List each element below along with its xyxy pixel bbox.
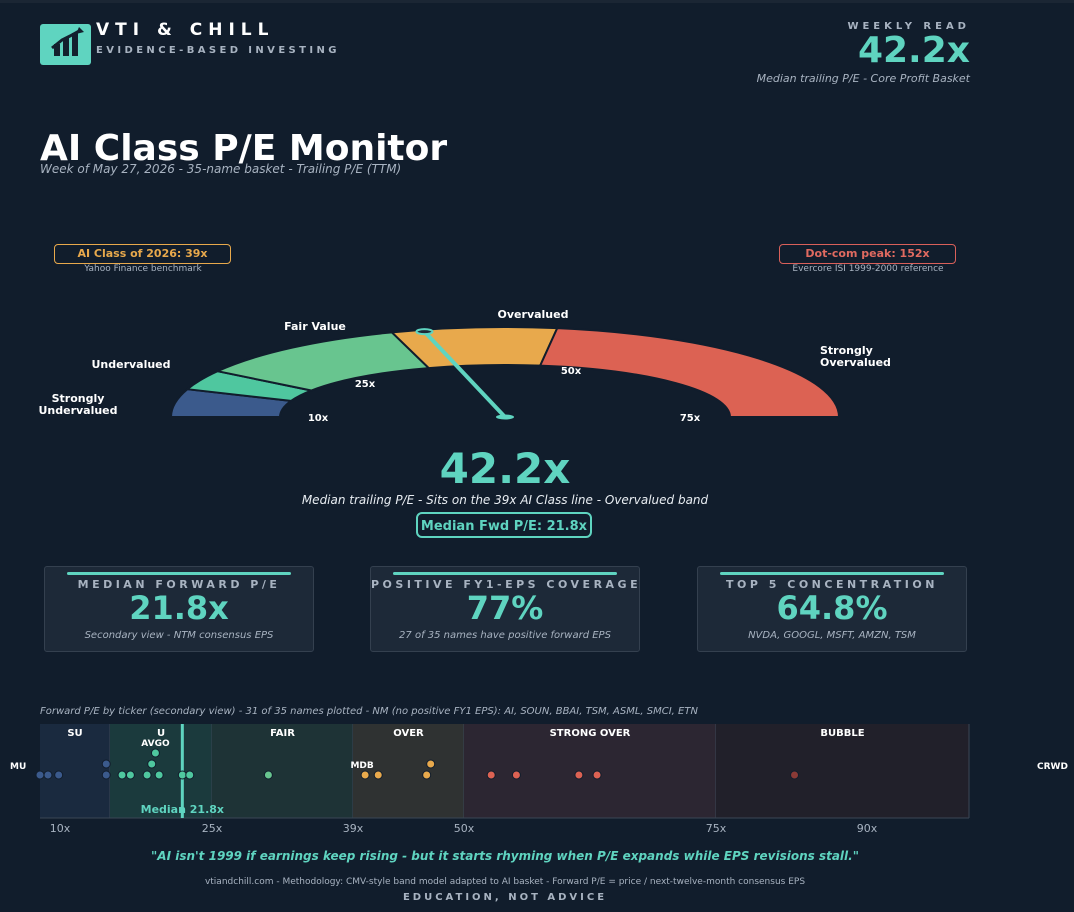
benchmark-ai-class-source: Yahoo Finance benchmark [84, 264, 202, 274]
strip-point [117, 770, 127, 780]
card-eps-coverage: POSITIVE FY1-EPS COVERAGE 77% 27 of 35 n… [370, 566, 640, 652]
benchmark-ai-class-pill: AI Class of 2026: 39x [54, 244, 231, 264]
strip-zone [464, 724, 716, 818]
gauge-tick-label: 25x [355, 379, 376, 390]
gauge-band-4 [538, 327, 841, 418]
strip-point [125, 770, 135, 780]
footer-methodology: vtiandchill.com - Methodology: CMV-style… [204, 877, 806, 887]
strip-point [790, 770, 800, 780]
gauge-band-label: Fair Value [284, 320, 346, 333]
strip-point [142, 770, 152, 780]
gauge-tick-label: 75x [680, 413, 701, 424]
card-label: MEDIAN FORWARD P/E [77, 578, 281, 591]
bar-chart-logo-icon [51, 27, 84, 56]
strip-zone-label: SU [67, 728, 82, 739]
strip-zone-label: BUBBLE [820, 728, 864, 739]
strip-zone [353, 724, 464, 818]
strip-point [147, 759, 157, 769]
strip-zone [716, 724, 969, 818]
card-accent-bar [393, 572, 617, 575]
strip-point [150, 748, 160, 758]
page-title: AI Class P/E Monitor [40, 128, 448, 169]
page-subtitle: Week of May 27, 2026 - 35-name basket - … [40, 162, 402, 176]
strip-caption: Forward P/E by ticker (secondary view) -… [40, 706, 698, 717]
offscale-left-label: MU [10, 762, 26, 772]
strip-point-label: AVGO [141, 739, 170, 749]
strip-tick-label: 10x [50, 822, 71, 835]
strip-zone-label: U [157, 728, 165, 739]
card-label: TOP 5 CONCENTRATION [726, 578, 938, 591]
weekly-read-label: WEEKLY READ [847, 21, 970, 32]
strip-tick-label: 90x [857, 822, 878, 835]
card-value: 64.8% [776, 589, 888, 627]
strip-zone [212, 724, 353, 818]
gauge-value: 42.2x [439, 444, 571, 493]
strip-tick-label: 75x [706, 822, 727, 835]
strip-point [43, 770, 53, 780]
strip-point [373, 770, 383, 780]
gauge-needle-hub [496, 414, 514, 420]
logo [40, 24, 91, 65]
strip-zone-label: STRONG OVER [550, 728, 631, 739]
strip-point [185, 770, 195, 780]
strip-point [54, 770, 64, 780]
strip-point-label: MDB [350, 761, 373, 771]
card-accent-bar [720, 572, 944, 575]
strip-point [592, 770, 602, 780]
card-value: 21.8x [129, 589, 229, 627]
card-accent-bar [67, 572, 291, 575]
strip-tick-label: 50x [454, 822, 475, 835]
brand-tagline: EVIDENCE-BASED INVESTING [96, 45, 340, 56]
gauge-tick-label: 50x [561, 366, 582, 377]
strip-point [35, 770, 45, 780]
gauge-band-label: Undervalued [91, 358, 170, 371]
card-sub: Secondary view - NTM consensus EPS [84, 630, 274, 641]
strip-zone-label: OVER [393, 728, 424, 739]
benchmark-dotcom-source: Evercore ISI 1999-2000 reference [792, 264, 944, 274]
card-sub: NVDA, GOOGL, MSFT, AMZN, TSM [748, 630, 916, 641]
strip-point [486, 770, 496, 780]
strip-point [360, 770, 370, 780]
strip-zone-label: FAIR [270, 728, 295, 739]
median-label: Median 21.8x [141, 803, 224, 816]
gauge-band-label: Strongly Undervalued [38, 392, 117, 417]
offscale-right-label: CRWD [1037, 762, 1068, 772]
strip-tick-label: 39x [343, 822, 364, 835]
strip-point [177, 770, 187, 780]
card-median-forward-pe: MEDIAN FORWARD P/E 21.8x Secondary view … [44, 566, 314, 652]
card-value: 77% [466, 589, 544, 627]
card-top5-concentration: TOP 5 CONCENTRATION 64.8% NVDA, GOOGL, M… [697, 566, 967, 652]
footer-disclaimer: EDUCATION, NOT ADVICE [402, 892, 608, 903]
forward-pe-strip-chart: SU U FAIR OVER STRONG OVER BUBBLE Median 21.8… [10, 724, 1068, 835]
strip-point [154, 770, 164, 780]
card-sub: 27 of 35 names have positive forward EPS [399, 630, 611, 641]
gauge-band-label: Strongly Overvalued [820, 344, 891, 369]
strip-point [426, 759, 436, 769]
strip-point [422, 770, 432, 780]
median-forward-pe-pill: Median Fwd P/E: 21.8x [416, 512, 592, 538]
gauge-band-label: Overvalued [498, 308, 569, 321]
strip-point [101, 770, 111, 780]
strip-point [511, 770, 521, 780]
card-label: POSITIVE FY1-EPS COVERAGE [371, 578, 642, 591]
weekly-read-value: 42.2x [857, 30, 970, 71]
strip-zone [40, 724, 110, 818]
top-border [0, 0, 1074, 3]
strip-point [263, 770, 273, 780]
brand-name: VTI & CHILL [96, 20, 275, 40]
strip-point [574, 770, 584, 780]
gauge-tick-label: 10x [308, 413, 329, 424]
strip-point [101, 759, 111, 769]
weekly-read-sub: Median trailing P/E - Core Profit Basket [756, 72, 970, 85]
quote: "AI isn't 1999 if earnings keep rising -… [151, 849, 859, 863]
gauge-needle-tip [415, 328, 434, 336]
strip-tick-label: 25x [202, 822, 223, 835]
valuation-gauge: Strongly Undervalued Undervalued Fair Value… [38, 308, 891, 424]
benchmark-dotcom-pill: Dot-com peak: 152x [779, 244, 956, 264]
gauge-subtext: Median trailing P/E - Sits on the 39x AI… [301, 493, 709, 507]
gauge-needle [422, 329, 507, 419]
